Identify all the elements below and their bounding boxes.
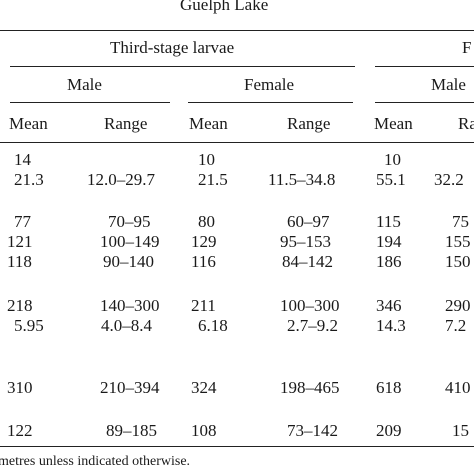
table-cell: 346 xyxy=(376,296,402,315)
table-cell: 89–185 xyxy=(106,421,157,440)
table-cell: 84–142 xyxy=(282,252,333,271)
col-header-mean-2: Mean xyxy=(189,114,228,133)
table-cell: 14 xyxy=(14,150,31,169)
table-cell: 310 xyxy=(7,378,33,397)
table-cell: 5.95 xyxy=(14,316,44,335)
table-cell: 77 xyxy=(14,212,31,231)
table-cell: 108 xyxy=(191,421,217,440)
table-cell: 121 xyxy=(7,232,33,251)
table-cell: 2.7–9.2 xyxy=(287,316,338,335)
table-cell: 73–142 xyxy=(287,421,338,440)
group-header: Guelph Lake xyxy=(180,0,269,14)
table-cell: 10 xyxy=(198,150,215,169)
table-bottom-rule xyxy=(0,446,474,447)
table-cell: 12.0–29.7 xyxy=(87,170,155,189)
table-cell: 100–300 xyxy=(280,296,340,315)
sex-rule-3 xyxy=(375,102,474,103)
table-cell: 410 xyxy=(445,378,471,397)
stage-rule-right xyxy=(375,66,474,67)
table-cell: 211 xyxy=(191,296,216,315)
table-cell: 7.2 xyxy=(445,316,467,335)
col-header-mean-1: Mean xyxy=(9,114,48,133)
sex-header-male: Male xyxy=(67,75,102,94)
table-cell: 70–95 xyxy=(108,212,151,231)
table-cell: 324 xyxy=(191,378,217,397)
table-cell: 150 xyxy=(445,252,471,271)
table-cell: 80 xyxy=(198,212,215,231)
sex-header-female: Female xyxy=(244,75,295,94)
table-cell: 75 xyxy=(452,212,469,231)
table-cell: 90–140 xyxy=(103,252,154,271)
table-cell: 129 xyxy=(191,232,217,251)
table-cell: 4.0–8.4 xyxy=(101,316,152,335)
table-cell: 122 xyxy=(7,421,33,440)
sex-rule-2 xyxy=(188,102,353,103)
table-cell: 21.3 xyxy=(14,170,44,189)
stage-header-third-stage-larvae: Third-stage larvae xyxy=(110,38,235,57)
table-cell: 14.3 xyxy=(376,316,406,335)
sex-header-male-2: Male xyxy=(431,75,466,94)
table-cell: 618 xyxy=(376,378,402,397)
table-cell: 116 xyxy=(191,252,216,271)
col-header-range-3: Ra xyxy=(458,114,474,133)
table-cell: 198–465 xyxy=(280,378,340,397)
table-cell: 186 xyxy=(376,252,402,271)
stage-rule-left xyxy=(10,66,355,67)
table-cell: 290 xyxy=(445,296,471,315)
table-cell: 60–97 xyxy=(287,212,330,231)
table-cell: 209 xyxy=(376,421,402,440)
table-cell: 15 xyxy=(452,421,469,440)
table-cell: 6.18 xyxy=(198,316,228,335)
table-cell: 32.2 xyxy=(434,170,464,189)
table-cell: 10 xyxy=(384,150,401,169)
table-cell: 140–300 xyxy=(100,296,160,315)
table-cell: 115 xyxy=(376,212,401,231)
col-header-mean-3: Mean xyxy=(374,114,413,133)
table-cell: 118 xyxy=(7,252,32,271)
table-cell: 11.5–34.8 xyxy=(268,170,336,189)
table-cell: 21.5 xyxy=(198,170,228,189)
table-footnote: metres unless indicated otherwise. xyxy=(0,454,191,469)
table-cell: 95–153 xyxy=(280,232,331,251)
stage-header-f: F xyxy=(462,38,472,57)
table-cell: 155 xyxy=(445,232,471,251)
table-cell: 210–394 xyxy=(100,378,160,397)
table-cell: 55.1 xyxy=(376,170,406,189)
table-cell: 100–149 xyxy=(100,232,160,251)
col-header-range-2: Range xyxy=(287,114,331,133)
header-bottom-rule xyxy=(0,142,474,143)
table-cell: 194 xyxy=(376,232,402,251)
sex-rule-1 xyxy=(10,102,170,103)
table-cell: 218 xyxy=(7,296,33,315)
top-rule xyxy=(0,30,474,31)
col-header-range-1: Range xyxy=(104,114,148,133)
